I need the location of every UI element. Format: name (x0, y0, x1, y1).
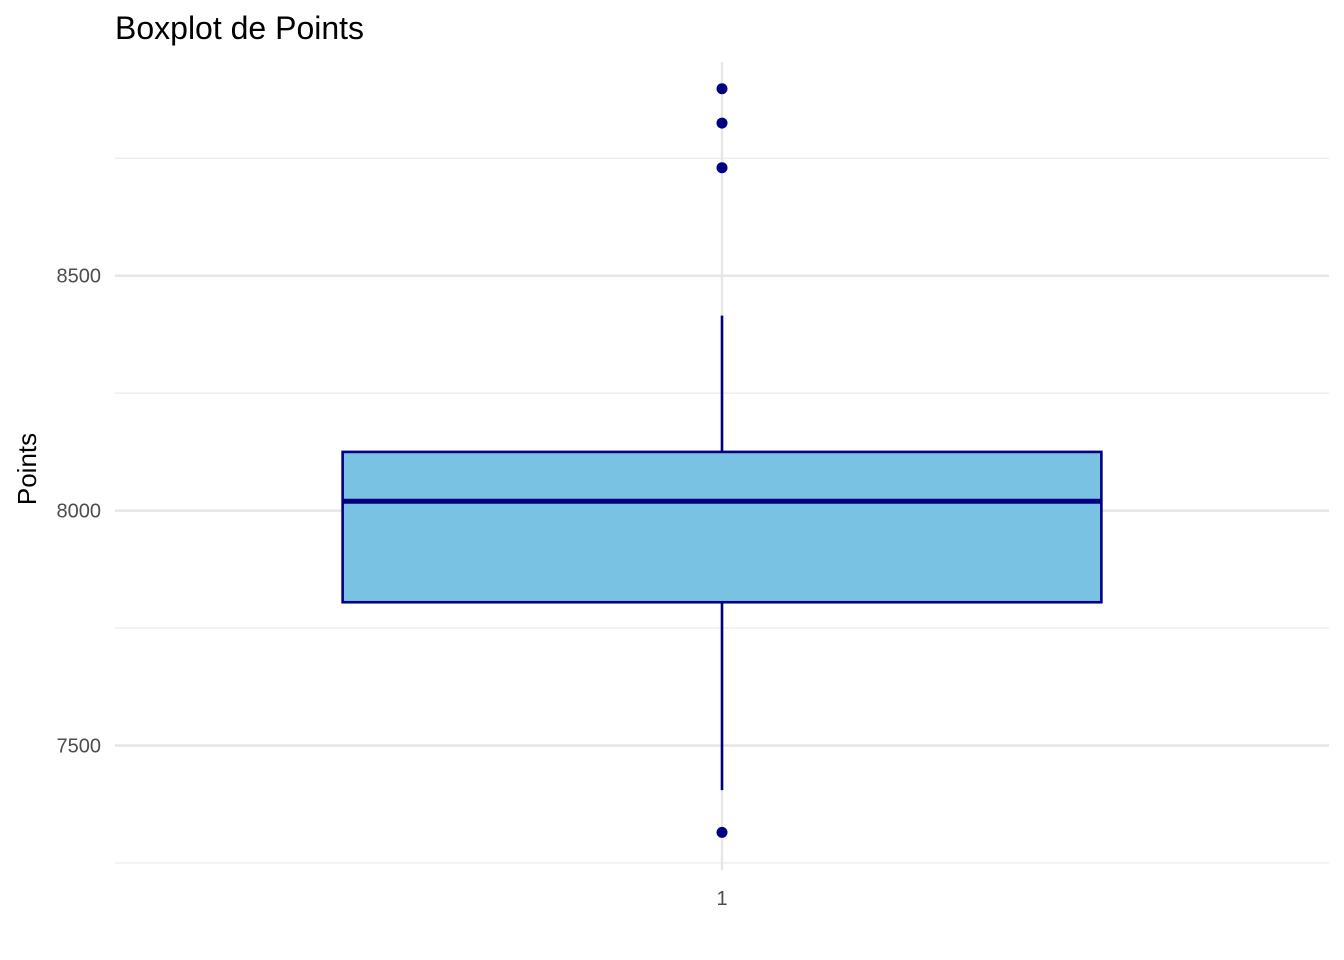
axis-ticks: 7500 8000 8500 1 (57, 266, 728, 910)
y-tick-label: 8500 (57, 266, 102, 288)
chart-title: Boxplot de Points (115, 10, 364, 46)
y-tick-label: 7500 (57, 736, 102, 758)
outlier-point (716, 826, 728, 838)
x-tick-label: 1 (716, 888, 727, 910)
box-marks (341, 83, 1103, 838)
y-axis-title: Points (12, 433, 42, 505)
y-tick-label: 8000 (57, 501, 102, 523)
outlier-point (716, 117, 728, 129)
outlier-point (716, 83, 728, 95)
outlier-point (716, 162, 728, 174)
iqr-box (341, 450, 1103, 604)
